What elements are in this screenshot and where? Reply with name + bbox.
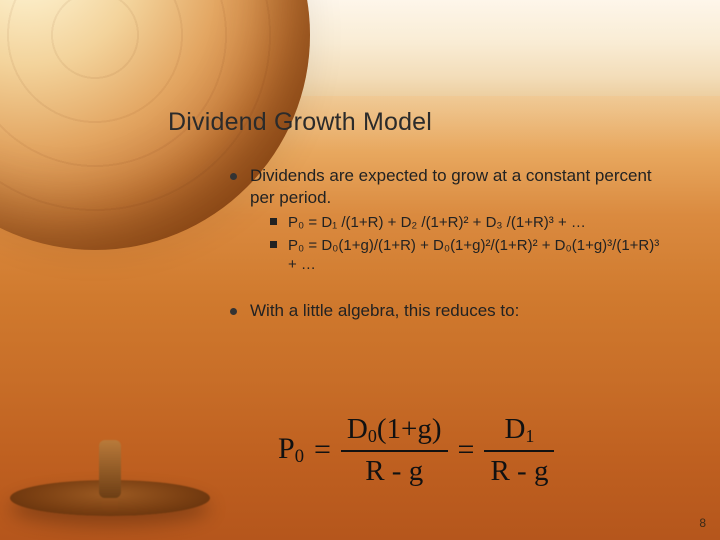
fraction-1: D0(1+g) R - g (341, 414, 448, 486)
bullet-main-2: With a little algebra, this reduces to: (230, 300, 670, 322)
f2-num-var: D (504, 413, 525, 445)
reduced-formula: P0 = D0(1+g) R - g = D1 R - g (278, 414, 554, 486)
slide-title: Dividend Growth Model (168, 108, 432, 137)
fraction-2-num: D1 (498, 414, 540, 446)
bullet-sub-2: P₀ = D₀(1+g)/(1+R) + D₀(1+g)²/(1+R)² + D… (270, 236, 670, 274)
fraction-1-num: D0(1+g) (341, 414, 448, 446)
globe-stand-decoration (10, 480, 210, 516)
formula-lhs: P0 (278, 432, 304, 468)
f1-num-var: D (347, 413, 368, 445)
f1-num-tail: (1+g) (377, 413, 442, 445)
bullet-sub-1: P₀ = D₁ /(1+R) + D₂ /(1+R)² + D₃ /(1+R)³… (270, 213, 670, 232)
fraction-1-bar (341, 450, 448, 452)
fraction-2-bar (484, 450, 554, 452)
formula-lhs-var: P (278, 432, 295, 465)
slide-content: Dividends are expected to grow at a cons… (230, 165, 670, 326)
formula-lhs-sub: 0 (295, 446, 304, 467)
bullet-main-1: Dividends are expected to grow at a cons… (230, 165, 670, 274)
equals-1: = (314, 433, 331, 467)
f1-num-sub: 0 (368, 426, 377, 446)
fraction-1-den: R - g (359, 456, 429, 486)
page-number: 8 (699, 516, 706, 530)
fraction-2: D1 R - g (484, 414, 554, 486)
equals-2: = (458, 433, 475, 467)
bullet-main-1-text: Dividends are expected to grow at a cons… (250, 166, 652, 207)
fraction-2-den: R - g (484, 456, 554, 486)
f2-num-sub: 1 (525, 426, 534, 446)
